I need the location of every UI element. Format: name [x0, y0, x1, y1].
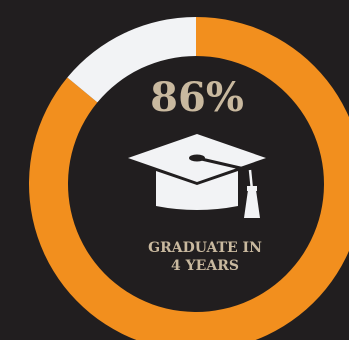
label-line-2: 4 YEARS	[171, 258, 239, 274]
graduation-cap-icon	[128, 134, 266, 218]
donut-ring	[29, 17, 349, 340]
donut-slice-other	[67, 17, 197, 103]
center-value: 86%	[150, 74, 244, 121]
label-line-1: GRADUATE IN	[148, 240, 262, 256]
